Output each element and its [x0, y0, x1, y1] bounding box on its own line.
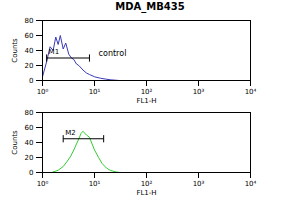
svg-text:0: 0 — [29, 169, 33, 177]
svg-text:Counts: Counts — [11, 130, 19, 155]
svg-text:80: 80 — [25, 109, 34, 117]
svg-text:10¹: 10¹ — [89, 88, 101, 96]
svg-text:10²: 10² — [141, 88, 153, 96]
svg-text:10³: 10³ — [193, 180, 205, 188]
svg-text:control: control — [99, 49, 127, 58]
svg-text:10⁴: 10⁴ — [245, 88, 257, 96]
svg-text:20: 20 — [25, 62, 34, 70]
html-text:MDA_MB435: MDA_MB435 — [115, 1, 185, 12]
svg-text:M2: M2 — [65, 129, 76, 137]
svg-text:10¹: 10¹ — [89, 180, 101, 188]
svg-text:10⁴: 10⁴ — [245, 180, 257, 188]
svg-text:Counts: Counts — [11, 38, 19, 63]
svg-text:10²: 10² — [141, 180, 153, 188]
svg-text:60: 60 — [25, 124, 34, 132]
svg-text:80: 80 — [25, 17, 34, 25]
svg-text:20: 20 — [25, 154, 34, 162]
svg-text:60: 60 — [25, 32, 34, 40]
svg-text:10⁰: 10⁰ — [37, 180, 49, 188]
svg-text:40: 40 — [25, 139, 34, 147]
svg-text:40: 40 — [25, 47, 34, 55]
svg-text:10⁰: 10⁰ — [37, 88, 49, 96]
svg-text:FL1-H: FL1-H — [136, 97, 156, 105]
svg-text:M1: M1 — [49, 48, 60, 56]
svg-text:0: 0 — [29, 77, 33, 85]
svg-text:FL1-H: FL1-H — [136, 189, 156, 197]
svg-text:10³: 10³ — [193, 88, 205, 96]
